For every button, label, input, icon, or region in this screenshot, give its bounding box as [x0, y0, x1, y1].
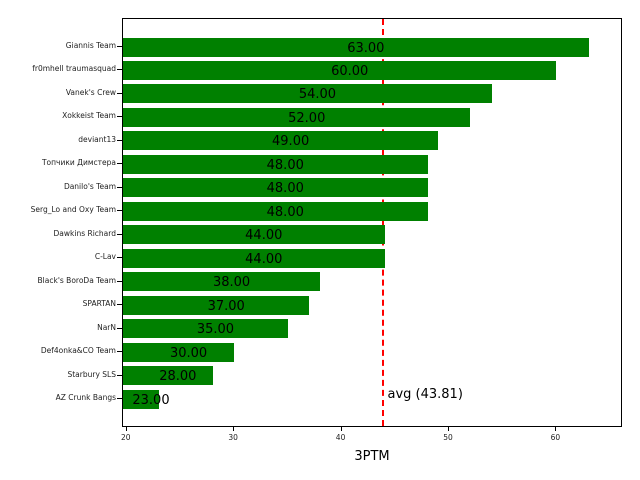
bar-value-label: 60.00 [331, 63, 369, 79]
y-tick-label: SPARTAN [82, 299, 116, 309]
bar-value-label: 48.00 [266, 204, 304, 220]
bar-value-label: 49.00 [272, 134, 310, 150]
average-label: avg (43.81) [387, 387, 463, 402]
bar-value-label: 30.00 [169, 345, 208, 361]
y-tick [117, 116, 122, 118]
x-axis-title: 3PTM [354, 449, 390, 464]
bar [123, 131, 439, 151]
y-tick-label: NarN [97, 322, 116, 332]
y-tick [117, 92, 122, 94]
y-tick [117, 327, 122, 329]
bar [123, 178, 428, 198]
x-tick [125, 427, 127, 431]
y-tick [117, 139, 122, 141]
y-tick [117, 210, 122, 212]
bar-value-label: 48.00 [266, 157, 304, 173]
bar-value-label: 35.00 [196, 322, 235, 338]
bar-value-label: 28.00 [159, 369, 197, 385]
bar [123, 225, 385, 245]
y-tick-label: Def4onka&CO Team [40, 346, 116, 356]
y-tick-label: Starbury SLS [67, 369, 116, 379]
y-tick-label: Xokkeist Team [62, 111, 116, 121]
y-tick [117, 186, 122, 188]
bar [123, 154, 428, 174]
bar [123, 107, 471, 127]
x-tick [447, 427, 449, 431]
y-tick-label: Giannis Team [65, 41, 116, 50]
bar-value-label: 52.00 [288, 110, 326, 126]
plot-area: avg (43.81) 63.00 60.00 54.00 52.00 49.00 48.… [122, 18, 622, 427]
y-tick-label: Serg_Lo and Oxy Team [30, 205, 116, 215]
y-tick-label: Dawkins Richard [53, 228, 116, 238]
bar [123, 319, 288, 339]
bar [123, 84, 492, 104]
y-tick [117, 351, 122, 353]
bar-value-label: 44.00 [245, 251, 283, 267]
x-tick-label: 20 [120, 433, 131, 442]
y-tick [117, 304, 122, 306]
y-tick-label: Danilo's Team [63, 181, 116, 191]
y-tick-label: AZ Crunk Bangs [55, 393, 116, 403]
bar [123, 272, 321, 292]
y-tick-label: Vanek's Crew [65, 87, 116, 97]
y-tick [117, 398, 122, 400]
y-tick [117, 374, 122, 376]
bar [123, 248, 385, 268]
y-tick [117, 257, 122, 259]
x-tick [233, 427, 235, 431]
bar-value-label: 44.00 [245, 228, 283, 244]
x-tick-label: 60 [550, 433, 561, 442]
y-tick-label: Black's BoroDa Team [37, 275, 116, 285]
x-tick-label: 50 [443, 433, 453, 442]
x-tick [340, 427, 342, 431]
bar-value-label: 37.00 [207, 298, 245, 314]
bar [123, 389, 159, 409]
bar [123, 295, 310, 315]
y-tick [117, 46, 122, 47]
bar-value-label: 63.00 [347, 40, 385, 56]
bar-value-label: 48.00 [266, 181, 304, 197]
bar [123, 366, 213, 386]
y-tick-label: C-Lav [94, 252, 116, 262]
x-tick-label: 30 [228, 433, 238, 442]
bar-value-label: 54.00 [298, 87, 337, 103]
bar [123, 60, 557, 80]
x-tick [555, 427, 557, 431]
average-line [381, 19, 384, 426]
y-tick-label: Топчики Димстера [41, 158, 116, 168]
y-tick [117, 163, 122, 165]
bar-value-label: 23.00 [132, 392, 170, 408]
y-tick-label: fr0mhell traumasquad [32, 64, 116, 74]
bar [123, 342, 235, 362]
bar-value-label: 38.00 [212, 275, 251, 291]
y-tick [117, 233, 122, 235]
y-tick [117, 280, 122, 282]
bar [123, 201, 428, 221]
y-tick-label: deviant13 [78, 134, 116, 144]
bar [123, 37, 589, 57]
x-tick-label: 40 [335, 433, 346, 442]
y-tick [117, 69, 122, 71]
